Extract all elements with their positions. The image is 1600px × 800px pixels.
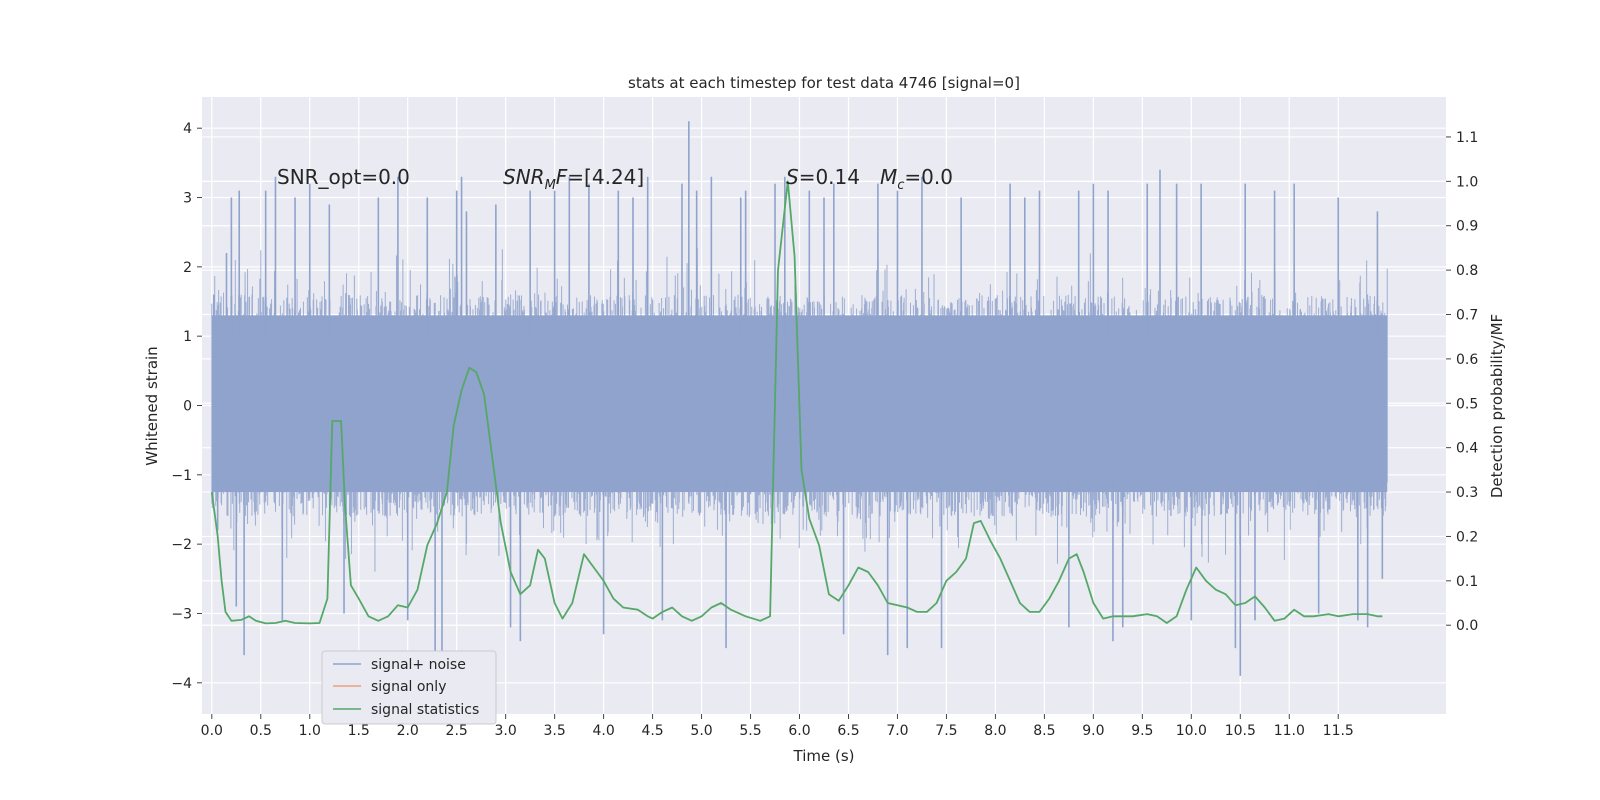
- x-tick-label: 10.0: [1176, 723, 1207, 739]
- y-left-tick-label: −4: [171, 676, 192, 692]
- x-axis-label: Time (s): [793, 747, 855, 765]
- x-tick-label: 0.5: [250, 723, 272, 739]
- y-right-tick-label: 0.1: [1456, 574, 1478, 590]
- x-tick-label: 10.5: [1225, 723, 1256, 739]
- annotation-mc-value: =0.0: [904, 165, 953, 189]
- annotation-s-value: =0.14: [799, 165, 860, 189]
- axis-ticks: 0.0 0.5 1.0 1.5 2.0 2.5 3.0 3.5 4.0 4.5 5.0 5.5 6.0 6…: [171, 121, 1478, 739]
- legend-box: [321, 650, 497, 725]
- legend: signal+ noise signal only signal statist…: [321, 650, 497, 725]
- x-tick-label: 7.5: [935, 723, 957, 739]
- x-tick-label: 6.5: [837, 723, 859, 739]
- annotation-s: S=0.14: [786, 165, 860, 189]
- x-tick-label: 2.5: [446, 723, 468, 739]
- y-left-tick-label: 1: [183, 329, 192, 345]
- x-tick-label: 8.5: [1033, 723, 1055, 739]
- x-tick-label: 5.0: [690, 723, 712, 739]
- x-tick-label: 3.0: [495, 723, 517, 739]
- legend-label-signal-only: signal only: [371, 679, 446, 695]
- x-tick-label: 4.5: [641, 723, 663, 739]
- y-left-tick-label: 2: [183, 260, 192, 276]
- y-right-tick-label: 0.6: [1456, 352, 1478, 368]
- y-right-tick-label: 0.9: [1456, 219, 1478, 235]
- annotation-snr-mf-value: =[4.24]: [567, 165, 644, 189]
- y-right-tick-label: 0.8: [1456, 263, 1478, 279]
- y-left-tick-label: −2: [171, 537, 192, 553]
- annotation-mc: Mc=0.0: [880, 165, 953, 193]
- x-tick-label: 6.0: [788, 723, 810, 739]
- x-tick-label: 2.0: [397, 723, 419, 739]
- y-right-tick-label: 0.7: [1456, 308, 1478, 324]
- y-right-tick-label: 0.3: [1456, 485, 1478, 501]
- x-tick-label: 5.5: [739, 723, 761, 739]
- annotation-snr-mf: SNRMF=[4.24]: [503, 165, 644, 193]
- y-left-tick-label: 3: [183, 191, 192, 207]
- y-left-tick-label: −1: [171, 468, 192, 484]
- annotation-snr-mf-f: F: [556, 165, 568, 189]
- x-tick-label: 8.0: [984, 723, 1006, 739]
- x-tick-label: 11.5: [1323, 723, 1354, 739]
- y-left-tick-label: 0: [183, 399, 192, 415]
- x-tick-label: 0.0: [201, 723, 223, 739]
- annotation-snr-mf-main: SNR: [503, 165, 545, 189]
- y-right-tick-label: 0.2: [1456, 529, 1478, 545]
- x-tick-label: 3.5: [543, 723, 565, 739]
- y-axis-label-right: Detection probability/MF: [1488, 314, 1506, 498]
- y-right-tick-label: 0.5: [1456, 396, 1478, 412]
- signal-statistics-line: [210, 180, 1383, 625]
- y-axis-label-left: Whitened strain: [143, 346, 161, 465]
- x-tick-label: 1.0: [299, 723, 321, 739]
- x-tick-label: 11.0: [1274, 723, 1305, 739]
- y-right-tick-label: 0.0: [1456, 618, 1478, 634]
- x-tick-label: 4.0: [592, 723, 614, 739]
- x-tick-label: 9.5: [1131, 723, 1153, 739]
- x-tick-label: 1.5: [348, 723, 370, 739]
- chart-title: stats at each timestep for test data 474…: [628, 74, 1020, 92]
- annotation-s-main: S: [786, 165, 799, 189]
- y-right-tick-label: 1.0: [1456, 174, 1478, 190]
- annotation-mc-sub: c: [897, 178, 904, 193]
- y-right-tick-label: 1.1: [1456, 130, 1478, 146]
- annotation-snr-opt: SNR_opt=0.0: [277, 165, 410, 189]
- annotation-mc-main: M: [880, 165, 897, 189]
- y-left-tick-label: −3: [171, 606, 192, 622]
- legend-label-signal-noise: signal+ noise: [371, 657, 466, 673]
- y-right-tick-label: 0.4: [1456, 441, 1478, 457]
- legend-label-signal-statistics: signal statistics: [371, 702, 479, 718]
- annotation-snr-mf-sub: M: [545, 178, 556, 193]
- series-signal-statistics: [210, 180, 1383, 625]
- y-left-tick-label: 4: [183, 121, 192, 137]
- x-tick-label: 7.0: [886, 723, 908, 739]
- x-tick-label: 9.0: [1082, 723, 1104, 739]
